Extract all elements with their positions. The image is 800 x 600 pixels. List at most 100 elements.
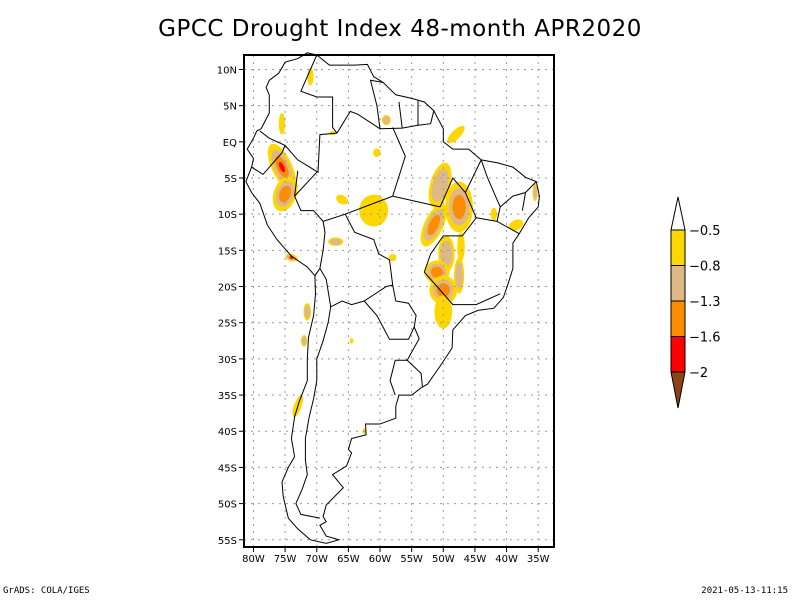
lat-tick-label: 35S	[218, 391, 237, 402]
country-border	[423, 177, 501, 306]
drought-class-1	[301, 336, 307, 346]
country-border	[295, 306, 332, 519]
lat-tick-label: 40S	[218, 427, 237, 438]
colorbar-bin-2	[670, 300, 686, 337]
colorbar-level-label: −2	[689, 366, 708, 381]
country-border	[398, 101, 403, 129]
drought-patch	[381, 115, 391, 126]
drought-class-0	[278, 112, 286, 135]
country-border	[369, 79, 384, 106]
country-border	[406, 359, 423, 387]
colorbar-bin-0	[670, 229, 686, 266]
country-border	[499, 181, 537, 208]
drought-class-0	[508, 219, 524, 231]
coastline	[245, 52, 540, 544]
map-frame	[243, 54, 555, 548]
drought-class-0	[336, 194, 348, 205]
coastlines-borders	[245, 52, 540, 544]
colorbar: −0.5 −0.8 −1.3 −1.6 −2	[670, 196, 721, 409]
drought-patch	[359, 194, 389, 227]
lon-tick-label: 40W	[495, 554, 518, 565]
lat-axis: 10N 5N EQ 5S 10S 15S 20S 25S 30S 35S 40S 45S 50S 55S	[217, 65, 244, 547]
lat-tick-label: 5S	[224, 174, 237, 185]
grid-lines	[244, 55, 554, 547]
drought-patch	[490, 207, 498, 221]
drought-class-0	[457, 232, 465, 262]
drought-class-1	[383, 116, 390, 124]
drought-class-2	[452, 194, 466, 220]
drought-patch	[447, 125, 465, 144]
drought-patches	[267, 68, 538, 435]
drought-patch	[272, 176, 298, 212]
colorbar-lower-arrow	[670, 371, 686, 409]
lon-tick-label: 80W	[242, 554, 265, 565]
drought-patch	[328, 237, 344, 247]
drought-patch	[454, 257, 465, 294]
country-border	[259, 130, 338, 174]
drought-class-0	[434, 295, 453, 329]
country-border	[392, 127, 406, 197]
country-border	[319, 213, 394, 308]
drought-patch	[532, 183, 538, 202]
colorbar-bin-3	[670, 336, 686, 373]
lat-tick-label: 50S	[218, 500, 237, 511]
drought-class-2	[436, 283, 450, 298]
drought-patch	[278, 112, 286, 135]
lat-tick-label: 10N	[217, 65, 237, 76]
drought-patch	[434, 295, 453, 329]
lon-tick-label: 55W	[400, 554, 423, 565]
drought-class-0	[349, 337, 354, 344]
country-border	[521, 192, 526, 211]
lat-tick-label: 20S	[218, 283, 237, 294]
lat-tick-label: 15S	[218, 246, 237, 257]
colorbar-level-label: −1.6	[689, 331, 721, 346]
drought-class-3	[278, 162, 286, 173]
lon-tick-label: 60W	[369, 554, 392, 565]
drought-patch	[428, 162, 452, 208]
drought-patch	[388, 253, 397, 262]
footer-credit: GrADS: COLA/IGES	[3, 586, 90, 596]
colorbar-level-label: −0.5	[689, 224, 721, 239]
lat-tick-label: 10S	[218, 210, 237, 221]
colorbar-level-label: −0.8	[689, 260, 721, 275]
lat-tick-label: EQ	[223, 138, 237, 149]
country-border	[464, 159, 482, 193]
country-border	[300, 54, 338, 134]
country-border	[251, 145, 286, 176]
lat-tick-label: 30S	[218, 355, 237, 366]
drought-class-0	[373, 148, 381, 158]
drought-patch	[336, 194, 348, 205]
lon-tick-label: 35W	[527, 554, 550, 565]
lon-tick-label: 65W	[337, 554, 360, 565]
colorbar-bin-1	[670, 265, 686, 302]
drought-class-1	[440, 240, 453, 268]
lon-tick-label: 70W	[305, 554, 328, 565]
drought-patch	[373, 148, 381, 158]
country-border	[476, 217, 498, 222]
lon-tick-label: 45W	[464, 554, 487, 565]
drought-class-1	[455, 262, 463, 290]
country-border	[336, 110, 381, 134]
drought-patch	[457, 232, 465, 262]
lat-tick-label: 55S	[218, 536, 237, 547]
lat-tick-label: 25S	[218, 319, 237, 330]
chart-title: GPCC Drought Index 48-month APR2020	[158, 16, 642, 42]
drought-patch	[508, 219, 524, 231]
country-border	[389, 326, 420, 396]
drought-class-1	[533, 186, 537, 199]
drought-patch	[303, 303, 312, 321]
lat-tick-label: 5N	[223, 102, 237, 113]
drought-class-1	[330, 238, 342, 245]
drought-patch	[349, 337, 354, 344]
drought-class-0	[447, 125, 465, 144]
country-border	[294, 171, 318, 197]
lat-tick-label: 45S	[218, 463, 237, 474]
drought-patch	[300, 335, 308, 347]
drought-class-0	[490, 207, 498, 221]
drought-class-2	[279, 185, 292, 203]
drought-class-0	[359, 194, 389, 227]
drought-class-1	[431, 168, 449, 202]
country-border	[294, 170, 326, 276]
footer-timestamp: 2021-05-13-11:15	[701, 586, 788, 596]
